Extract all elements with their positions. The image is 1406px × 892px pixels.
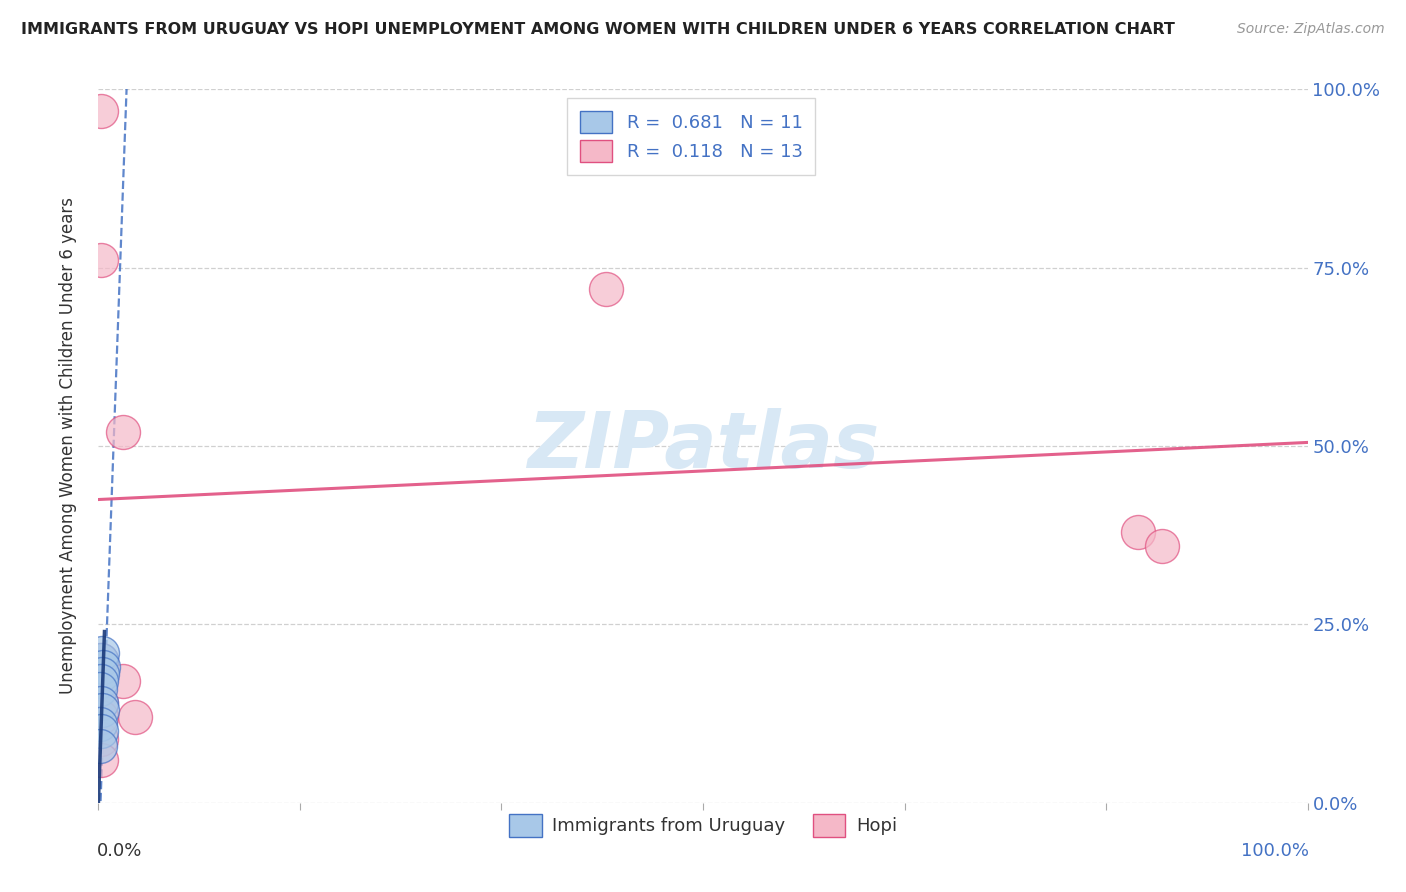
Point xyxy=(91,667,114,681)
Point xyxy=(89,739,111,753)
Point xyxy=(90,753,112,767)
Point xyxy=(90,731,112,746)
Legend: Immigrants from Uruguay, Hopi: Immigrants from Uruguay, Hopi xyxy=(502,807,904,844)
Text: 0.0%: 0.0% xyxy=(97,842,142,860)
Text: 100.0%: 100.0% xyxy=(1240,842,1309,860)
Text: IMMIGRANTS FROM URUGUAY VS HOPI UNEMPLOYMENT AMONG WOMEN WITH CHILDREN UNDER 6 Y: IMMIGRANTS FROM URUGUAY VS HOPI UNEMPLOY… xyxy=(21,22,1175,37)
Point xyxy=(111,674,134,689)
Point xyxy=(90,674,112,689)
Point xyxy=(91,703,114,717)
Point xyxy=(90,724,112,739)
Point xyxy=(90,710,112,724)
Point xyxy=(90,653,112,667)
Point xyxy=(90,653,112,667)
Point xyxy=(90,253,112,268)
Point xyxy=(90,103,112,118)
Point xyxy=(595,282,617,296)
Point xyxy=(91,646,114,660)
Point xyxy=(1128,524,1150,539)
Text: Source: ZipAtlas.com: Source: ZipAtlas.com xyxy=(1237,22,1385,37)
Point xyxy=(90,696,112,710)
Point xyxy=(90,696,112,710)
Point xyxy=(1152,539,1174,553)
Point xyxy=(111,425,134,439)
Point xyxy=(124,710,146,724)
Point xyxy=(89,681,111,696)
Point xyxy=(91,660,114,674)
Text: ZIPatlas: ZIPatlas xyxy=(527,408,879,484)
Point xyxy=(89,717,111,731)
Y-axis label: Unemployment Among Women with Children Under 6 years: Unemployment Among Women with Children U… xyxy=(59,197,77,695)
